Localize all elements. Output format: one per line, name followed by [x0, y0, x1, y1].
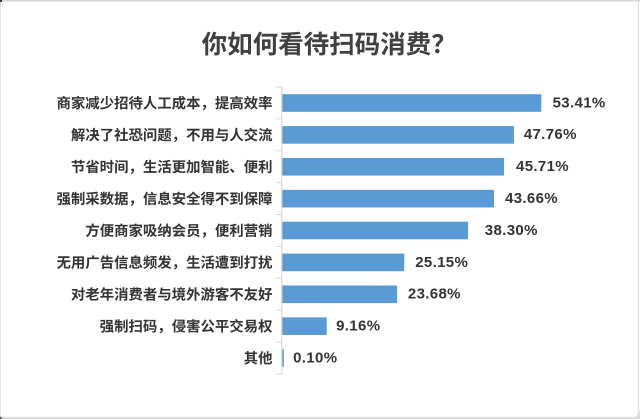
- svg-text:43.66%: 43.66%: [505, 190, 558, 207]
- svg-text:45.71%: 45.71%: [516, 158, 569, 175]
- svg-text:23.68%: 23.68%: [408, 286, 461, 303]
- svg-text:47.76%: 47.76%: [524, 126, 577, 143]
- svg-text:38.30%: 38.30%: [485, 222, 538, 239]
- svg-text:0.10%: 0.10%: [293, 349, 337, 366]
- svg-text:53.41%: 53.41%: [553, 94, 606, 111]
- svg-text:9.16%: 9.16%: [336, 318, 380, 335]
- svg-text:25.15%: 25.15%: [415, 254, 468, 271]
